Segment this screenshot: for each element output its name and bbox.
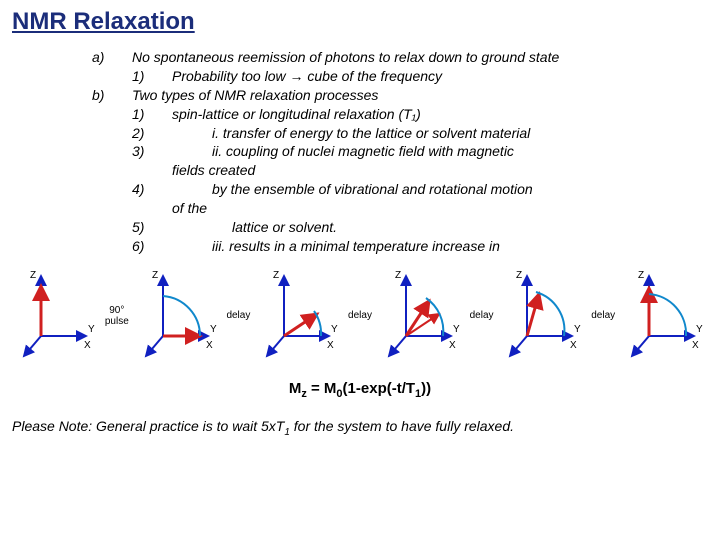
diagram-label: delay xyxy=(223,310,253,321)
diagram-3: Z X Y xyxy=(259,266,339,366)
outline-text: Two types of NMR relaxation processes 1)… xyxy=(132,86,708,256)
diagram-label: delay xyxy=(467,310,497,321)
outline-subitem: 1) spin-lattice or longitudinal relaxati… xyxy=(132,105,708,124)
svg-text:X: X xyxy=(206,340,213,351)
equation: Mz = M0(1-exp(-t/T1)) xyxy=(12,380,708,400)
diagram-5: Z X Y xyxy=(502,266,582,366)
svg-text:X: X xyxy=(692,340,699,351)
svg-text:Y: Y xyxy=(88,324,95,335)
diagram-2: Z X Y xyxy=(138,266,218,366)
svg-text:Z: Z xyxy=(516,270,522,281)
footer-note: Please Note: General practice is to wait… xyxy=(12,418,708,438)
diagram-1: Z X Y xyxy=(16,266,96,366)
svg-text:X: X xyxy=(449,340,456,351)
outline-letter: b) xyxy=(92,86,132,105)
outline-letter: a) xyxy=(92,48,132,67)
slide-title: NMR Relaxation xyxy=(12,8,708,36)
svg-text:Y: Y xyxy=(696,324,703,335)
diagram-row: Z X Y 90° pulse Z X Y delay Z X Y xyxy=(12,266,708,366)
diagram-label: delay xyxy=(588,310,618,321)
svg-text:Z: Z xyxy=(638,270,644,281)
svg-text:Z: Z xyxy=(152,270,158,281)
outline-text: No spontaneous reemission of photons to … xyxy=(132,48,708,86)
svg-text:Z: Z xyxy=(273,270,279,281)
diagram-4: Z X Y xyxy=(381,266,461,366)
svg-text:X: X xyxy=(84,340,91,351)
diagram-label: 90° pulse xyxy=(102,305,132,327)
diagram-label: delay xyxy=(345,310,375,321)
outline: a) No spontaneous reemission of photons … xyxy=(92,48,708,256)
outline-subitem: of the xyxy=(132,199,708,218)
svg-text:Y: Y xyxy=(574,324,581,335)
svg-text:Z: Z xyxy=(30,270,36,281)
svg-text:Y: Y xyxy=(453,324,460,335)
outline-subitem: 4) by the ensemble of vibrational and ro… xyxy=(132,180,708,199)
outline-item-a: a) No spontaneous reemission of photons … xyxy=(92,48,708,86)
outline-subitem: fields created xyxy=(132,161,708,180)
diagram-6: Z X Y xyxy=(624,266,704,366)
outline-subitem: 2) i. transfer of energy to the lattice … xyxy=(132,124,708,143)
outline-subitem: 3) ii. coupling of nuclei magnetic field… xyxy=(132,142,708,161)
outline-item-b: b) Two types of NMR relaxation processes… xyxy=(92,86,708,256)
svg-text:Y: Y xyxy=(210,324,217,335)
outline-subitem: 1) Probability too low → cube of the fre… xyxy=(132,67,708,86)
svg-text:Z: Z xyxy=(395,270,401,281)
svg-text:X: X xyxy=(570,340,577,351)
outline-subitem: 5) lattice or solvent. xyxy=(132,218,708,237)
svg-text:X: X xyxy=(327,340,334,351)
outline-subitem: 6) iii. results in a minimal temperature… xyxy=(132,237,708,256)
svg-text:Y: Y xyxy=(331,324,338,335)
